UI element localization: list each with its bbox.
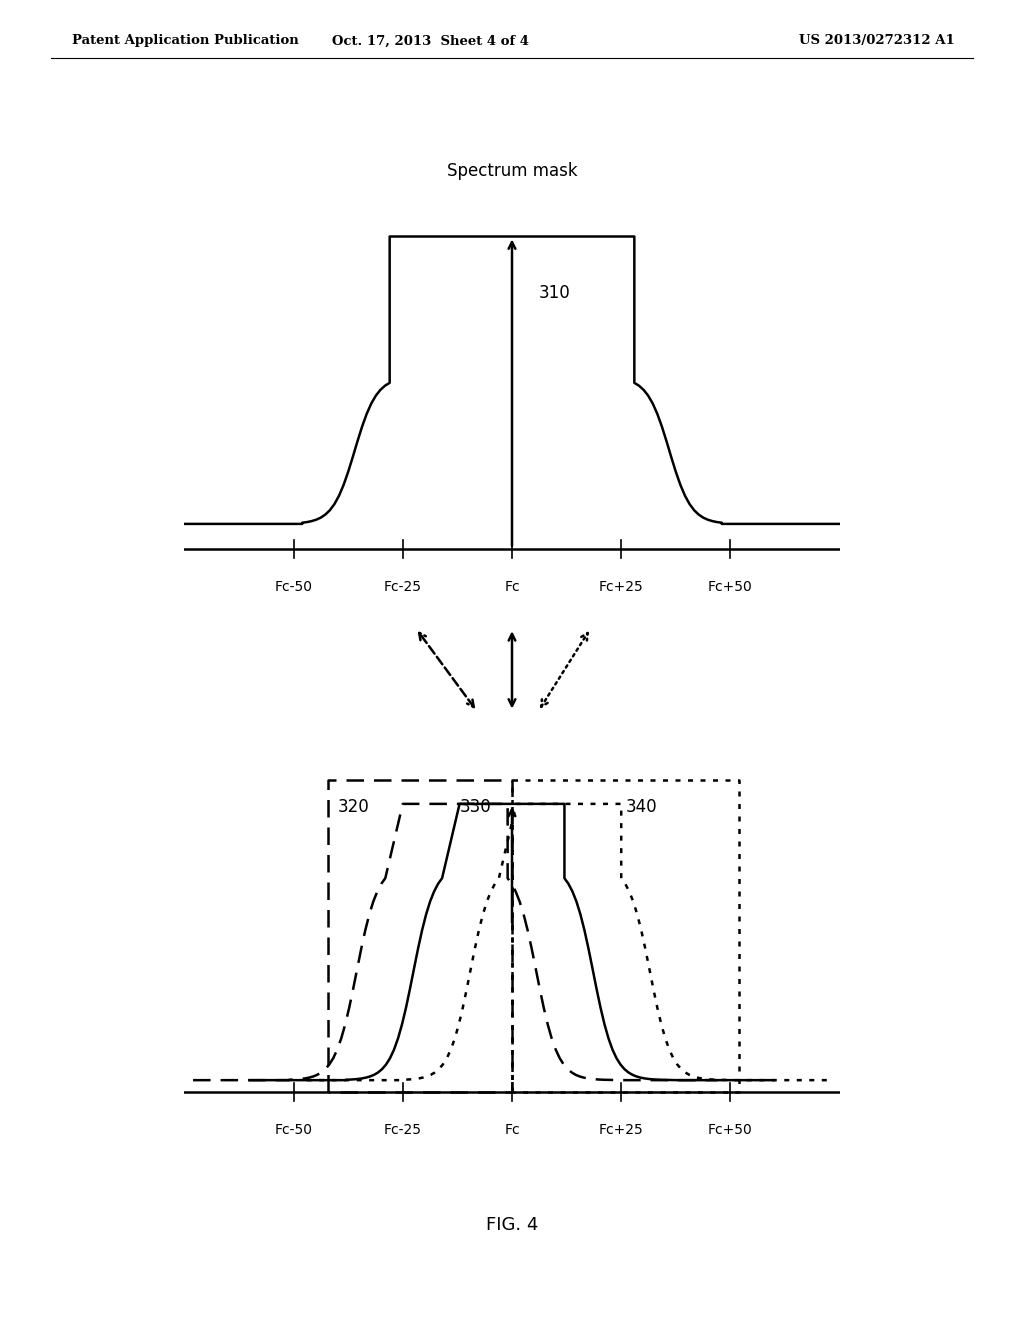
Text: 310: 310 [539, 284, 570, 302]
Text: 320: 320 [337, 797, 369, 816]
Text: FIG. 4: FIG. 4 [485, 1216, 539, 1234]
Text: Fc: Fc [504, 581, 520, 594]
Text: Fc+25: Fc+25 [599, 581, 644, 594]
Text: Patent Application Publication: Patent Application Publication [72, 34, 298, 48]
Text: 330: 330 [460, 797, 492, 816]
Text: 340: 340 [626, 797, 657, 816]
Text: Oct. 17, 2013  Sheet 4 of 4: Oct. 17, 2013 Sheet 4 of 4 [332, 34, 528, 48]
Text: Fc-25: Fc-25 [384, 581, 422, 594]
Text: Fc-50: Fc-50 [274, 1122, 312, 1137]
Text: Fc+25: Fc+25 [599, 1122, 644, 1137]
Text: Fc-25: Fc-25 [384, 1122, 422, 1137]
Text: Spectrum mask: Spectrum mask [446, 162, 578, 181]
Text: Fc+50: Fc+50 [708, 1122, 753, 1137]
Text: Fc-50: Fc-50 [274, 581, 312, 594]
Text: US 2013/0272312 A1: US 2013/0272312 A1 [799, 34, 954, 48]
Text: Fc: Fc [504, 1122, 520, 1137]
Text: Fc+50: Fc+50 [708, 581, 753, 594]
